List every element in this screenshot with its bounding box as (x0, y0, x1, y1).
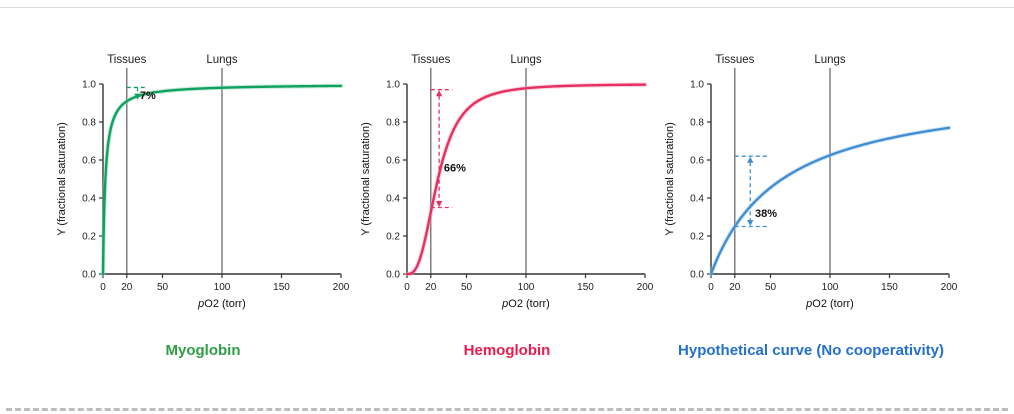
hemoglobin-plot: Tissues Lungs 0.0 0.2 0.4 0.6 0.8 1.0 0 20 50 100 15… (357, 44, 657, 318)
hypothetical-plot: Tissues Lungs 0.0 0.2 0.4 0.6 0.8 1.0 0 20 50 100 15… (661, 44, 961, 318)
plot-svg: Tissues Lungs 0.0 0.2 0.4 0.6 0.8 1.0 0 20 50 100 15… (360, 54, 654, 310)
annotation-percent-label: 38% (755, 208, 777, 220)
arrowhead-down-icon (747, 220, 754, 226)
x-tick-label: 0 (708, 282, 714, 293)
y-tick-label: 1.0 (82, 80, 96, 91)
y-tick-label: 1.0 (386, 80, 400, 91)
x-tick-label: 150 (881, 282, 898, 293)
arrowhead-down-icon (134, 93, 141, 100)
x-tick-label: 200 (333, 282, 350, 293)
ref-label-lungs: Lungs (206, 54, 238, 66)
x-tick-label: 20 (729, 282, 741, 293)
chart-title-myoglobin: Myoglobin (165, 342, 241, 359)
saturation-curve (405, 83, 647, 276)
plot-svg: Tissues Lungs 0.0 0.2 0.4 0.6 0.8 1.0 0 20 50 100 15… (664, 54, 958, 310)
y-tick-label: 0.0 (82, 270, 96, 281)
x-tick-label: 200 (941, 282, 958, 293)
annotation-percent-label: 7% (140, 90, 156, 102)
ref-label-tissues: Tissues (107, 54, 146, 66)
ref-label-tissues: Tissues (411, 54, 450, 66)
bottom-dashed-border (6, 408, 1008, 411)
x-tick-label: 50 (765, 282, 777, 293)
y-tick-label: 0.2 (690, 232, 704, 243)
ref-label-tissues: Tissues (715, 54, 754, 66)
y-tick-label: 0.0 (386, 270, 400, 281)
x-tick-label: 50 (461, 282, 473, 293)
y-axis-label: Y (fractional saturation) (56, 122, 68, 236)
chart-block-hemoglobin: Tissues Lungs 0.0 0.2 0.4 0.6 0.8 1.0 0 20 50 100 15… (356, 44, 658, 359)
annotation-percent-label: 66% (444, 162, 466, 174)
arrowhead-down-icon (435, 201, 443, 207)
y-tick-label: 0.6 (386, 156, 400, 167)
y-tick-label: 0.8 (386, 118, 400, 129)
x-tick-label: 150 (577, 282, 594, 293)
chart-block-myoglobin: Tissues Lungs 0.0 0.2 0.4 0.6 0.8 1.0 0 20 50 100 15… (52, 44, 354, 359)
y-tick-label: 0.4 (690, 194, 704, 205)
y-tick-label: 0.6 (690, 156, 704, 167)
y-axis-label: Y (fractional saturation) (360, 122, 372, 236)
myoglobin-plot: Tissues Lungs 0.0 0.2 0.4 0.6 0.8 1.0 0 20 50 100 15… (53, 44, 353, 318)
y-axis-label: Y (fractional saturation) (664, 122, 676, 236)
x-tick-label: 200 (637, 282, 654, 293)
arrowhead-up-icon (435, 90, 443, 97)
saturation-curve (101, 84, 343, 276)
x-tick-label: 0 (100, 282, 106, 293)
y-tick-label: 1.0 (690, 80, 704, 91)
chart-block-hypothetical: Tissues Lungs 0.0 0.2 0.4 0.6 0.8 1.0 0 20 50 100 15… (660, 44, 962, 359)
y-tick-label: 0.6 (82, 156, 96, 167)
charts-row: Tissues Lungs 0.0 0.2 0.4 0.6 0.8 1.0 0 20 50 100 15… (52, 44, 962, 359)
x-tick-label: 0 (404, 282, 410, 293)
ref-label-lungs: Lungs (510, 54, 542, 66)
arrowhead-up-icon (747, 156, 754, 163)
x-axis-label: pO2 (torr) (501, 298, 550, 310)
ref-label-lungs: Lungs (814, 54, 846, 66)
y-tick-label: 0.8 (82, 118, 96, 129)
chart-title-hemoglobin: Hemoglobin (463, 342, 551, 359)
y-tick-label: 0.0 (690, 270, 704, 281)
x-axis-label: pO2 (torr) (197, 298, 246, 310)
x-tick-label: 20 (121, 282, 133, 293)
x-tick-label: 100 (822, 282, 839, 293)
x-tick-label: 100 (518, 282, 535, 293)
top-border-line (0, 7, 1014, 8)
y-tick-label: 0.4 (82, 194, 96, 205)
x-tick-label: 50 (157, 282, 169, 293)
y-tick-label: 0.4 (386, 194, 400, 205)
y-tick-label: 0.8 (690, 118, 704, 129)
x-tick-label: 150 (273, 282, 290, 293)
x-tick-label: 20 (425, 282, 437, 293)
chart-title-hypothetical: Hypothetical curve (No cooperativity) (678, 342, 944, 359)
y-tick-label: 0.2 (386, 232, 400, 243)
y-tick-label: 0.2 (82, 232, 96, 243)
x-axis-label: pO2 (torr) (805, 298, 854, 310)
plot-svg: Tissues Lungs 0.0 0.2 0.4 0.6 0.8 1.0 0 20 50 100 15… (56, 54, 350, 310)
x-tick-label: 100 (214, 282, 231, 293)
